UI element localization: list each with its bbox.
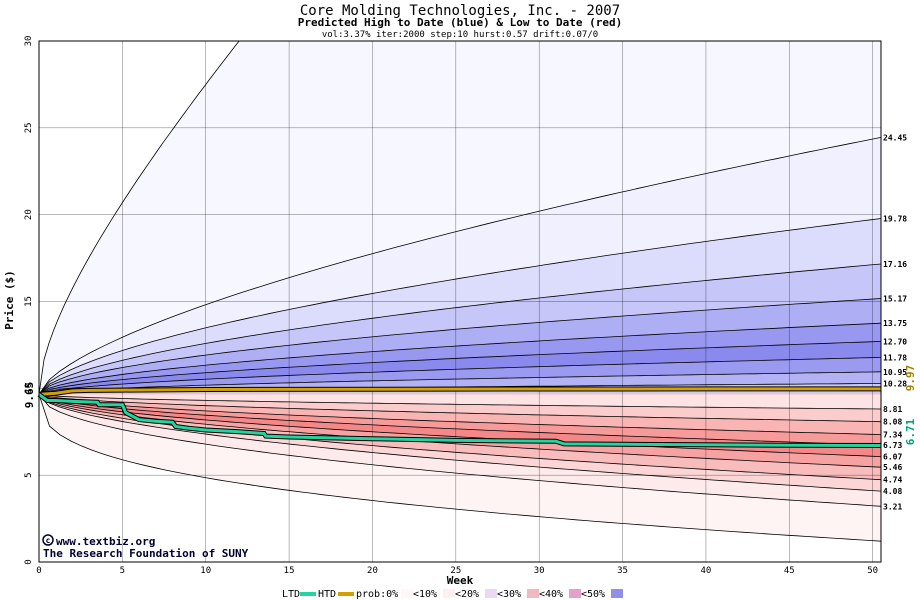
line-low-4 [38, 394, 882, 457]
line-high-max [38, 40, 881, 395]
line-low-7 [38, 394, 882, 492]
line-low-3 [38, 394, 882, 446]
legend-item-label-4: <50% [581, 589, 605, 600]
percentile-label-low-5: 5.46 [883, 463, 902, 472]
ltd-series-line [38, 393, 882, 447]
x-tick-label-20: 20 [367, 566, 378, 576]
percentile-label-high-5: 12.70 [883, 337, 907, 346]
legend: LTD HTD prob:0% <10% <20% <30% <40% <50% [282, 589, 623, 600]
line-high-0 [38, 137, 882, 395]
line-high-6 [38, 357, 882, 395]
legend-ltd-label: LTD [282, 589, 300, 600]
line-low-5 [38, 394, 882, 468]
y-tick-label-5: 5 [24, 472, 34, 477]
percentile-bands [39, 41, 881, 542]
plot-frame [38, 40, 882, 563]
legend-item-label-3: <40% [539, 589, 563, 600]
ltd-end-label: 6.71 [904, 418, 917, 445]
x-tick-label-10: 10 [200, 566, 211, 576]
legend-htd-label: HTD [318, 589, 336, 600]
band-low-8 [39, 394, 881, 409]
percentile-lines [38, 40, 882, 542]
line-high-1 [38, 218, 882, 395]
x-tick-label-25: 25 [450, 566, 461, 576]
line-low-0 [38, 394, 882, 410]
line-high-3 [38, 298, 882, 395]
x-axis-label: Week [447, 574, 474, 587]
copyright-icon [42, 534, 54, 546]
x-tick-label-50: 50 [867, 566, 878, 576]
legend-item-label-0: <10% [413, 589, 437, 600]
percentile-label-high-0: 24.45 [883, 133, 907, 142]
x-tick-label-45: 45 [784, 566, 795, 576]
line-low-1 [38, 394, 882, 423]
line-low-8 [38, 394, 882, 507]
percentile-label-low-0: 8.81 [883, 405, 902, 414]
percentile-label-low-7: 4.08 [883, 487, 902, 496]
legend-item-swatch-4 [611, 589, 623, 598]
legend-item-label-2: <30% [497, 589, 521, 600]
legend-prob-prefix: prob:0% [356, 589, 398, 600]
y-tick-label-10: 10 [24, 383, 34, 394]
y-axis-label: Price ($) [3, 270, 16, 330]
percentile-label-high-4: 13.75 [883, 319, 907, 328]
series-lines [37, 386, 882, 448]
percentile-label-high-1: 19.78 [883, 215, 907, 224]
x-tick-label-5: 5 [120, 566, 125, 576]
chart-params: vol:3.37% iter:2000 step:10 hurst:0.57 d… [322, 30, 598, 40]
line-high-7 [38, 371, 882, 395]
percentile-label-low-8: 3.21 [883, 502, 902, 511]
percentile-labels: 24.45 19.78 17.16 15.17 13.75 12.70 11.78 10.95… [883, 133, 907, 511]
credit-site: www.textbiz.org [56, 535, 155, 548]
credits: c www.textbiz.org The Research Foundatio… [42, 534, 249, 560]
percentile-label-low-3: 6.73 [883, 441, 902, 450]
legend-htd-swatch [338, 592, 354, 596]
legend-ltd-swatch [300, 592, 316, 596]
legend-item-swatch-1 [485, 589, 497, 598]
percentile-label-high-2: 17.16 [883, 260, 907, 269]
line-low-min [38, 394, 882, 542]
legend-item-label-1: <20% [455, 589, 479, 600]
chart-title: Core Molding Technologies, Inc. - 2007 [300, 3, 620, 19]
legend-prob0-swatch [401, 589, 413, 598]
y-tick-label-0: 0 [24, 559, 34, 564]
line-high-5 [38, 341, 882, 395]
htd-end-label: 9.97 [904, 365, 917, 392]
line-low-2 [38, 394, 882, 435]
y-tick-label-15: 15 [24, 296, 34, 307]
percentile-label-low-6: 4.74 [883, 476, 902, 485]
chart-subtitle: Predicted High to Date (blue) & Low to D… [298, 16, 623, 29]
copyright-c-glyph: c [46, 536, 51, 545]
legend-item-swatch-3 [569, 589, 581, 598]
htd-series-line [38, 387, 881, 396]
percentile-label-low-2: 7.34 [883, 431, 902, 440]
y-tick-label-25: 25 [24, 122, 34, 133]
axis-ticks: 0 5 10 15 20 25 30 35 40 45 50 0 5 10 15 20 25 30 [24, 36, 878, 576]
percentile-label-high-7: 10.95 [883, 368, 907, 377]
x-tick-label-40: 40 [701, 566, 712, 576]
percentile-label-high-8: 10.28 [883, 380, 907, 389]
start-price-label: 9.65 [23, 382, 36, 409]
line-high-4 [38, 322, 882, 395]
line-high-2 [38, 263, 882, 395]
percentile-label-high-3: 15.17 [883, 295, 907, 304]
credit-org: The Research Foundation of SUNY [43, 547, 249, 560]
x-tick-label-35: 35 [617, 566, 628, 576]
y-tick-label-30: 30 [24, 36, 34, 47]
x-tick-label-15: 15 [284, 566, 295, 576]
legend-item-swatch-0 [443, 589, 455, 598]
percentile-label-high-6: 11.78 [883, 353, 907, 362]
legend-item-swatch-2 [527, 589, 539, 598]
x-tick-label-0: 0 [36, 566, 41, 576]
y-tick-label-20: 20 [24, 209, 34, 220]
percentile-label-low-4: 6.07 [883, 453, 902, 462]
x-tick-label-30: 30 [534, 566, 545, 576]
percentile-label-low-1: 8.08 [883, 418, 902, 427]
